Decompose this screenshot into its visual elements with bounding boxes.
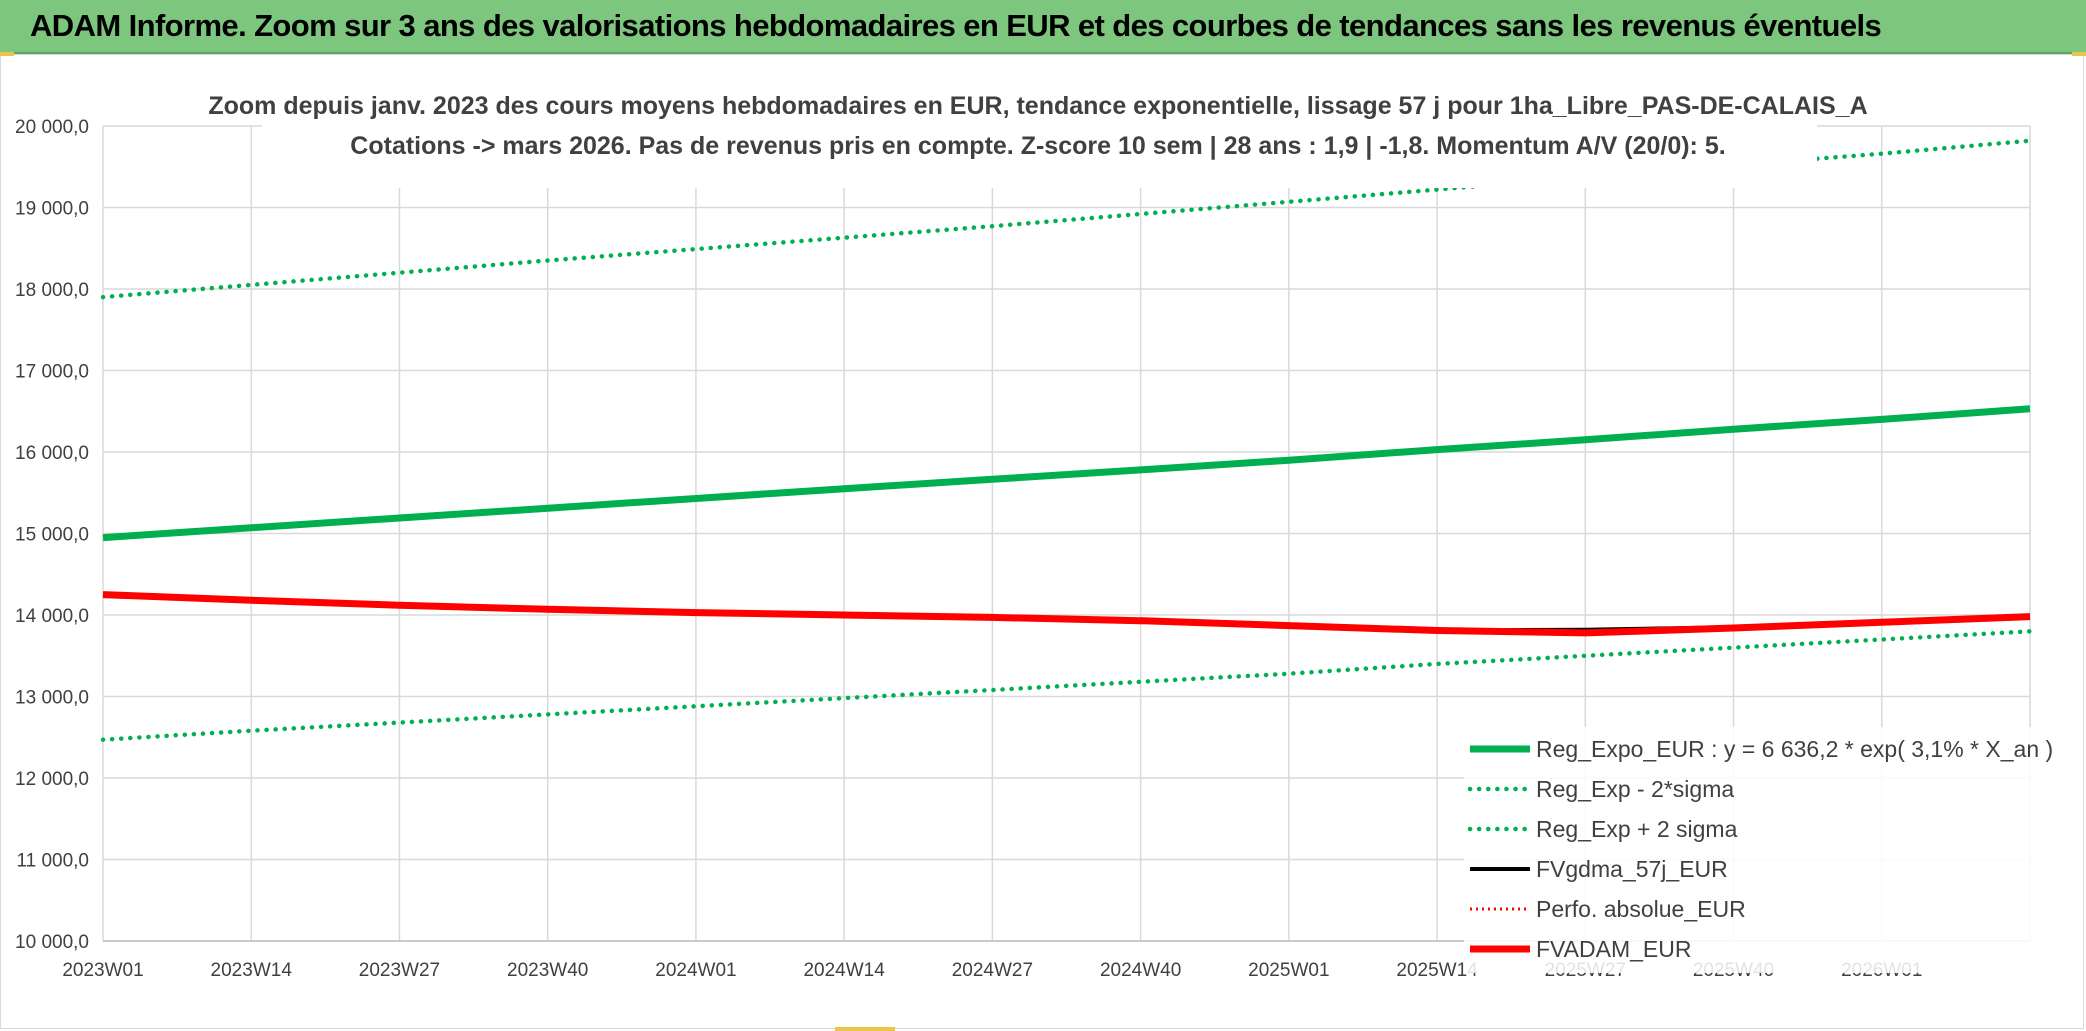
y-tick-label: 18 000,0 xyxy=(15,280,89,301)
x-tick-label: 2025W01 xyxy=(1248,960,1329,981)
legend-label: Reg_Exp + 2 sigma xyxy=(1536,816,1738,842)
y-tick-label: 15 000,0 xyxy=(15,525,89,546)
series-line-5 xyxy=(102,591,2031,637)
x-tick-label: 2025W14 xyxy=(1396,960,1478,981)
x-tick-label: 2024W01 xyxy=(655,960,736,981)
y-tick-label: 12 000,0 xyxy=(15,769,89,790)
y-tick-label: 10 000,0 xyxy=(15,932,89,953)
y-tick-label: 19 000,0 xyxy=(15,199,89,220)
legend-label: Perfo. absolue_EUR xyxy=(1536,896,1746,922)
y-tick-label: 20 000,0 xyxy=(15,117,89,138)
valuation-chart: Zoom depuis janv. 2023 des cours moyens … xyxy=(15,80,2053,981)
legend: Reg_Expo_EUR : y = 6 636,2 * exp( 3,1% *… xyxy=(1464,727,2053,973)
y-tick-label: 13 000,0 xyxy=(15,688,89,709)
y-axis: 20 000,0 19 000,0 18 000,0 17 000,0 16 000,0… xyxy=(15,117,89,953)
report-banner: ADAM Informe. Zoom sur 3 ans des valoris… xyxy=(0,0,2086,54)
x-tick-label: 2023W40 xyxy=(507,960,588,981)
legend-label: Reg_Exp - 2*sigma xyxy=(1536,776,1734,802)
series-line-0 xyxy=(102,405,2031,542)
frame-corner-mark xyxy=(2072,52,2086,56)
report-title: ADAM Informe. Zoom sur 3 ans des valoris… xyxy=(30,8,1882,43)
x-tick-label: 2024W40 xyxy=(1100,960,1181,981)
x-tick-label: 2023W01 xyxy=(62,960,143,981)
x-tick-label: 2024W27 xyxy=(952,960,1033,981)
y-tick-label: 16 000,0 xyxy=(15,443,89,464)
series-lines xyxy=(100,138,2033,742)
legend-label: FVADAM_EUR xyxy=(1536,936,1692,962)
title-background xyxy=(262,80,1817,188)
frame-corner-mark xyxy=(0,52,14,56)
legend-label: FVgdma_57j_EUR xyxy=(1536,856,1728,882)
x-tick-label: 2023W27 xyxy=(359,960,440,981)
chart-subtitle: Cotations -> mars 2026. Pas de revenus p… xyxy=(350,132,1725,160)
legend-background xyxy=(1464,727,2039,973)
legend-label: Reg_Expo_EUR : y = 6 636,2 * exp( 3,1% *… xyxy=(1536,736,2053,762)
series-line-1 xyxy=(100,629,2033,742)
y-tick-label: 17 000,0 xyxy=(15,362,89,383)
y-tick-label: 11 000,0 xyxy=(16,851,89,872)
frame-edge-mark xyxy=(835,1027,895,1031)
x-tick-label: 2024W14 xyxy=(803,960,885,981)
y-tick-label: 14 000,0 xyxy=(15,606,89,627)
x-tick-label: 2023W14 xyxy=(211,960,293,981)
chart-title: Zoom depuis janv. 2023 des cours moyens … xyxy=(208,92,1867,120)
